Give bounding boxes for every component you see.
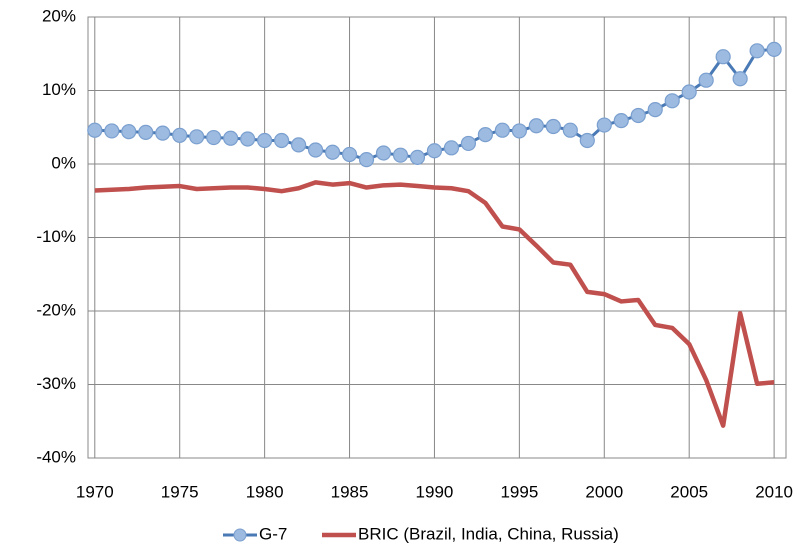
data-point — [121, 124, 137, 140]
data-point — [732, 71, 748, 87]
data-point — [223, 130, 239, 146]
data-point — [274, 132, 290, 149]
data-point — [766, 41, 782, 57]
legend-label: G-7 — [259, 524, 287, 543]
data-point — [155, 125, 171, 141]
data-point — [647, 102, 663, 118]
x-tick-label: 1990 — [416, 482, 454, 501]
legend-marker — [233, 528, 247, 542]
data-point — [528, 118, 544, 134]
x-tick-label: 1995 — [500, 482, 538, 501]
data-point — [290, 137, 307, 153]
data-point — [579, 132, 595, 149]
x-tick-label: 2005 — [670, 482, 708, 501]
data-point — [630, 107, 646, 124]
data-point — [392, 147, 409, 163]
data-point — [749, 43, 765, 59]
data-point — [409, 149, 426, 165]
data-point — [104, 123, 120, 139]
data-point — [460, 135, 477, 152]
marks — [87, 41, 782, 428]
y-tick-label: -10% — [36, 227, 76, 246]
data-point — [477, 127, 494, 143]
legend: G-7 BRIC (Brazil, India, China, Russia) — [223, 524, 619, 543]
grid — [88, 16, 786, 459]
y-tick-label: 0% — [51, 153, 76, 172]
data-point — [341, 146, 358, 163]
data-point — [172, 127, 188, 143]
y-tick-label: 20% — [42, 6, 76, 25]
data-point — [257, 132, 273, 149]
data-point — [664, 93, 680, 109]
data-point — [613, 113, 629, 129]
x-tick-label: 1975 — [161, 482, 199, 501]
data-point — [375, 145, 392, 161]
series-line — [94, 180, 775, 428]
data-point — [443, 140, 460, 156]
data-point — [358, 151, 375, 168]
data-point — [494, 122, 510, 138]
data-point — [681, 84, 697, 100]
legend-label: BRIC (Brazil, India, China, Russia) — [358, 524, 619, 543]
data-point — [324, 144, 341, 160]
data-point — [206, 129, 222, 146]
x-tick-label: 1970 — [76, 482, 114, 501]
data-point — [511, 123, 527, 139]
y-tick-label: -20% — [36, 300, 76, 319]
x-tick-label: 2000 — [585, 482, 623, 501]
data-point — [596, 117, 612, 133]
data-point — [240, 131, 256, 147]
data-point — [545, 118, 561, 135]
data-point — [562, 122, 578, 138]
x-tick-label: 1980 — [246, 482, 284, 501]
data-point — [189, 129, 205, 145]
x-tick-label: 1985 — [331, 482, 369, 501]
data-point — [715, 49, 731, 65]
data-point — [426, 143, 443, 159]
y-tick-label: 10% — [42, 80, 76, 99]
data-point — [698, 72, 714, 88]
plot-area — [87, 16, 787, 459]
y-tick-label: -30% — [36, 374, 76, 393]
data-point — [138, 124, 154, 140]
data-point — [307, 142, 324, 158]
x-tick-label: 2010 — [755, 482, 793, 501]
y-tick-label: -40% — [36, 447, 76, 466]
data-point — [87, 122, 103, 138]
